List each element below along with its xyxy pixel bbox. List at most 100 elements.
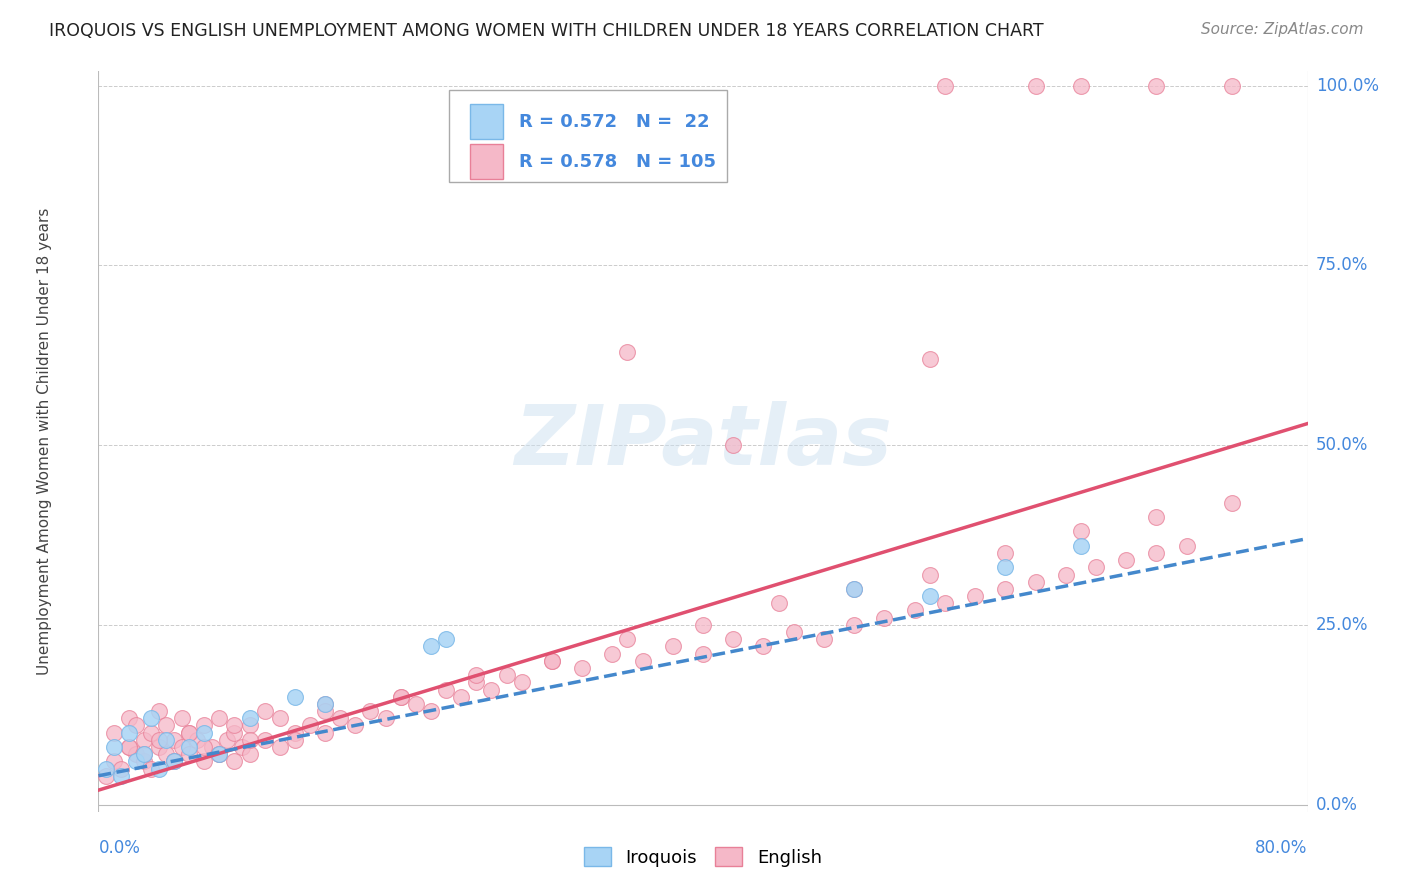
Point xyxy=(132,747,155,762)
Text: IROQUOIS VS ENGLISH UNEMPLOYMENT AMONG WOMEN WITH CHILDREN UNDER 18 YEARS CORREL: IROQUOIS VS ENGLISH UNEMPLOYMENT AMONG W… xyxy=(49,22,1043,40)
Point xyxy=(132,747,155,762)
Text: Unemployment Among Women with Children Under 18 years: Unemployment Among Women with Children U… xyxy=(37,208,52,675)
Point xyxy=(329,711,352,725)
Point xyxy=(186,732,208,747)
Point xyxy=(1070,78,1092,93)
Point xyxy=(103,739,125,754)
Point xyxy=(844,617,866,632)
Point xyxy=(768,596,790,610)
Point xyxy=(314,697,336,711)
Point xyxy=(616,344,638,359)
Point xyxy=(616,632,638,647)
Legend: Iroquois, English: Iroquois, English xyxy=(576,840,830,874)
Point xyxy=(155,747,177,762)
Text: 75.0%: 75.0% xyxy=(1316,256,1368,275)
Point xyxy=(170,711,193,725)
Point xyxy=(692,647,714,661)
Point xyxy=(239,732,262,747)
Point xyxy=(465,675,488,690)
Point xyxy=(934,596,956,610)
Point xyxy=(269,739,291,754)
Point xyxy=(965,589,987,603)
Point xyxy=(540,654,562,668)
Point xyxy=(132,732,155,747)
Point xyxy=(239,718,262,732)
Point xyxy=(239,747,262,762)
Point xyxy=(179,725,201,739)
Point xyxy=(132,755,155,769)
Point xyxy=(170,739,193,754)
Point xyxy=(269,711,291,725)
Point xyxy=(125,747,148,762)
Point xyxy=(208,747,231,762)
Point xyxy=(540,654,562,668)
Point xyxy=(284,732,307,747)
Point xyxy=(405,697,427,711)
Point xyxy=(253,704,276,718)
Point xyxy=(163,755,186,769)
Point xyxy=(179,747,201,762)
Point xyxy=(253,732,276,747)
Point xyxy=(193,739,215,754)
Point xyxy=(495,668,517,682)
Point xyxy=(1070,539,1092,553)
Text: 80.0%: 80.0% xyxy=(1256,839,1308,857)
Point xyxy=(118,725,141,739)
Point xyxy=(148,732,170,747)
Point xyxy=(103,755,125,769)
Point xyxy=(873,610,896,624)
Point xyxy=(314,704,336,718)
Point xyxy=(314,725,336,739)
Point xyxy=(465,668,488,682)
Point xyxy=(201,739,224,754)
Point xyxy=(208,711,231,725)
Point xyxy=(141,711,163,725)
Point xyxy=(94,762,117,776)
Point xyxy=(420,704,443,718)
Point xyxy=(163,755,186,769)
FancyBboxPatch shape xyxy=(449,90,727,183)
Point xyxy=(125,755,148,769)
Point xyxy=(208,747,231,762)
Point xyxy=(752,640,775,654)
Point xyxy=(389,690,412,704)
Point xyxy=(215,732,238,747)
Point xyxy=(904,603,927,617)
Point xyxy=(994,582,1017,596)
Point xyxy=(1115,553,1137,567)
Point xyxy=(434,632,457,647)
Text: R = 0.572   N =  22: R = 0.572 N = 22 xyxy=(519,112,710,130)
Point xyxy=(481,682,503,697)
Point xyxy=(314,697,336,711)
Point xyxy=(110,762,132,776)
Text: 25.0%: 25.0% xyxy=(1316,615,1368,634)
Point xyxy=(813,632,835,647)
Point xyxy=(374,711,396,725)
Point xyxy=(284,690,307,704)
Point xyxy=(155,718,177,732)
Point xyxy=(148,704,170,718)
Point xyxy=(148,762,170,776)
Point xyxy=(193,725,215,739)
Point xyxy=(571,661,593,675)
Point xyxy=(141,725,163,739)
Point xyxy=(844,582,866,596)
Point xyxy=(344,718,367,732)
Point xyxy=(918,567,941,582)
Point xyxy=(163,755,186,769)
Point xyxy=(141,762,163,776)
FancyBboxPatch shape xyxy=(470,103,503,139)
Text: 0.0%: 0.0% xyxy=(1316,796,1358,814)
Text: 100.0%: 100.0% xyxy=(1316,77,1379,95)
Point xyxy=(179,739,201,754)
Point xyxy=(193,718,215,732)
Point xyxy=(1024,78,1046,93)
Point xyxy=(224,718,246,732)
Point xyxy=(692,617,714,632)
Point xyxy=(1220,78,1243,93)
Point xyxy=(1070,524,1092,539)
Point xyxy=(1144,510,1167,524)
Text: 50.0%: 50.0% xyxy=(1316,436,1368,454)
Point xyxy=(661,640,683,654)
Point xyxy=(844,582,866,596)
